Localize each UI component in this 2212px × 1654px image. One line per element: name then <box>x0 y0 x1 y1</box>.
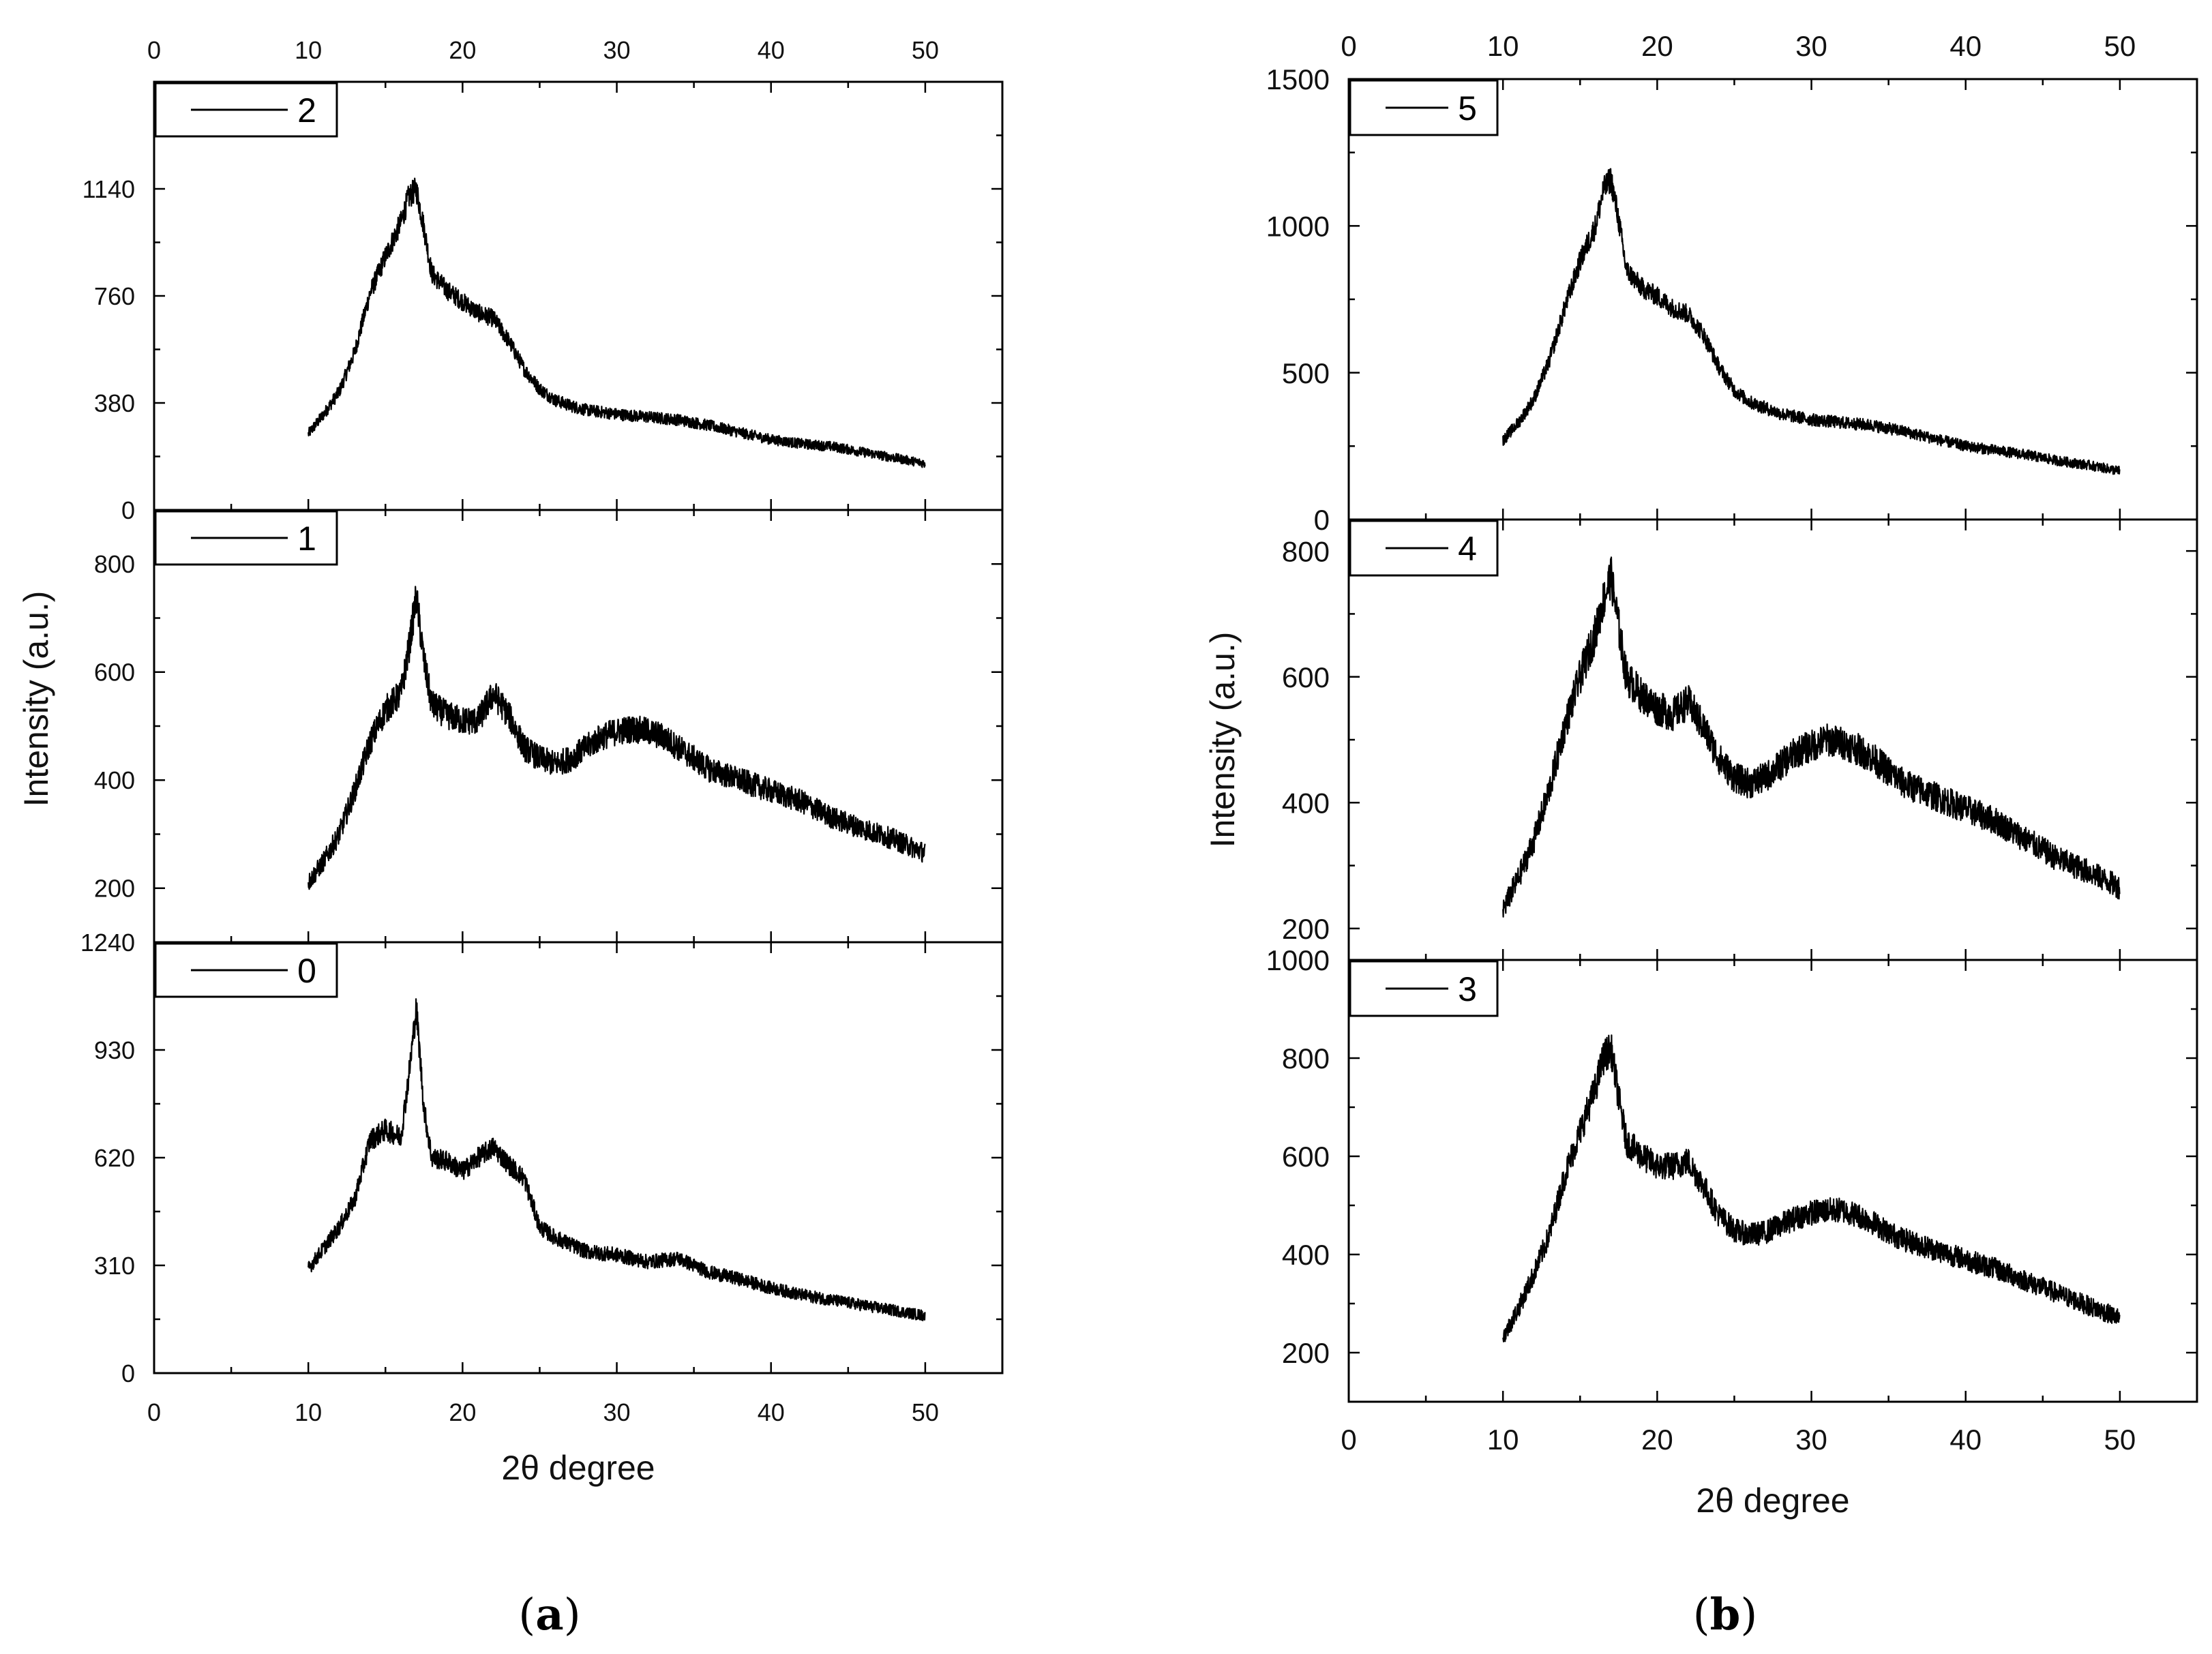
y-tick-label: 380 <box>94 389 135 417</box>
y-tick-label: 760 <box>94 282 135 310</box>
x-tick-label: 50 <box>912 1398 939 1426</box>
y-tick-label: 600 <box>1282 661 1330 693</box>
y-tick-label: 200 <box>94 875 135 903</box>
x-tick-label: 30 <box>1795 1424 1827 1456</box>
y-tick-label: 1240 <box>80 929 135 957</box>
y-tick-label: 1140 <box>83 175 135 203</box>
series-line-4 <box>1502 556 2121 918</box>
top-x-tick-label: 20 <box>449 36 476 64</box>
y-tick-label: 400 <box>1282 1239 1330 1271</box>
x-tick-label: 30 <box>603 1398 631 1426</box>
top-x-tick-label: 0 <box>1341 30 1356 62</box>
legend-label: 4 <box>1458 530 1477 568</box>
series-line-0 <box>308 998 926 1322</box>
legend-4: 4 <box>1349 520 1499 577</box>
top-x-tick-label: 30 <box>603 36 631 64</box>
y-tick-label: 620 <box>94 1144 135 1172</box>
subplot-4: 200 400 600 800 4 <box>1282 518 2198 961</box>
top-x-tick-label: 0 <box>147 36 161 64</box>
x-tick-label: 10 <box>1487 1424 1519 1456</box>
y-tick-label: 1000 <box>1266 944 1330 976</box>
subplot-0: 0 310 620 930 1240 0 <box>80 929 1004 1387</box>
legend-label: 2 <box>297 91 316 130</box>
x-tick-label: 50 <box>2104 1424 2136 1456</box>
y-tick-label: 310 <box>94 1252 135 1280</box>
top-x-axis: 0 10 20 30 40 50 <box>1341 30 2136 62</box>
y-axis-title: Intensity (a.u.) <box>1204 632 1242 848</box>
top-x-axis: 0 10 20 30 40 50 <box>147 36 939 64</box>
series-line-2 <box>308 177 926 468</box>
bottom-x-axis: 0 10 20 30 40 50 <box>147 1398 939 1426</box>
legend-label: 5 <box>1458 89 1477 127</box>
legend-5: 5 <box>1349 79 1499 136</box>
legend-box <box>1349 79 1499 136</box>
legend-label: 0 <box>297 952 316 990</box>
top-x-tick-label: 40 <box>1949 30 1982 62</box>
y-axis-title: Intensity (a.u.) <box>17 591 55 807</box>
y-tick-label: 1000 <box>1266 210 1330 242</box>
y-tick-label: 200 <box>1282 913 1330 945</box>
bottom-x-axis: 0 10 20 30 40 50 <box>1341 1424 2136 1456</box>
legend-0: 0 <box>154 942 338 998</box>
y-tick-label: 600 <box>94 659 135 687</box>
x-axis-title: 2θ degree <box>501 1449 655 1487</box>
x-tick-label: 20 <box>449 1398 476 1426</box>
subplot-2: 0 380 760 1140 2 <box>83 80 1004 524</box>
x-tick-label: 40 <box>758 1398 785 1426</box>
y-tick-label: 600 <box>1282 1141 1330 1173</box>
panel-caption: (b) <box>1693 1589 1758 1640</box>
legend-label: 1 <box>297 520 316 558</box>
x-tick-label: 10 <box>295 1398 322 1426</box>
y-tick-label: 930 <box>94 1036 135 1064</box>
top-x-tick-label: 10 <box>295 36 322 64</box>
y-tick-label: 500 <box>1282 357 1330 389</box>
y-tick-label: 0 <box>1314 504 1330 536</box>
legend-label: 3 <box>1458 970 1477 1008</box>
top-x-tick-label: 50 <box>2104 30 2136 62</box>
subplot-3: 200 400 600 800 1000 3 <box>1266 944 2198 1403</box>
plot-frame <box>1347 78 2198 521</box>
y-tick-label: 1500 <box>1266 63 1330 95</box>
y-tick-label: 800 <box>1282 535 1330 567</box>
top-x-tick-label: 10 <box>1487 30 1519 62</box>
x-tick-label: 20 <box>1641 1424 1673 1456</box>
top-x-tick-label: 20 <box>1641 30 1673 62</box>
x-tick-label: 0 <box>147 1398 161 1426</box>
subplot-5: 0 500 1000 1500 5 <box>1266 63 2198 536</box>
top-x-tick-label: 40 <box>758 36 785 64</box>
y-tick-label: 800 <box>1282 1042 1330 1074</box>
y-tick-label: 400 <box>94 766 135 794</box>
y-tick-label: 200 <box>1282 1337 1330 1369</box>
panel-caption: (a) <box>518 1589 580 1640</box>
subplot-1: 200 400 600 800 1 <box>94 509 1004 944</box>
plot-frame <box>153 509 1004 944</box>
top-x-tick-label: 30 <box>1795 30 1827 62</box>
legend-3: 3 <box>1349 960 1499 1017</box>
y-tick-label: 0 <box>121 1359 135 1387</box>
plot-frame <box>1347 959 2198 1403</box>
legend-1: 1 <box>154 510 338 566</box>
x-tick-label: 40 <box>1949 1424 1982 1456</box>
series-line-3 <box>1502 1034 2121 1342</box>
plot-frame <box>1347 518 2198 961</box>
series-line-5 <box>1502 168 2121 475</box>
top-x-tick-label: 50 <box>912 36 939 64</box>
x-axis-title: 2θ degree <box>1696 1482 1849 1520</box>
legend-2: 2 <box>154 82 338 138</box>
x-tick-label: 0 <box>1341 1424 1356 1456</box>
y-tick-label: 0 <box>121 496 135 524</box>
y-tick-label: 400 <box>1282 787 1330 819</box>
series-line-1 <box>308 586 926 890</box>
y-tick-label: 800 <box>94 550 135 578</box>
plot-frame <box>153 80 1004 511</box>
chart-panel-a: 0 10 20 30 40 5003807601140220040060080010310… <box>17 36 1004 1640</box>
